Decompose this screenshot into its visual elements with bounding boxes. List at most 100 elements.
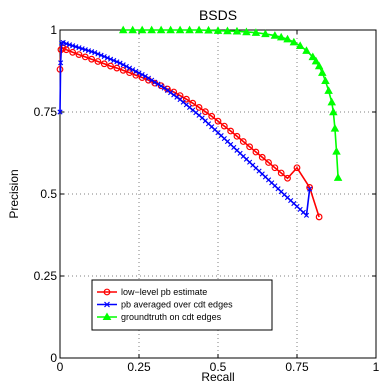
data-point [107, 56, 114, 62]
data-point [107, 62, 114, 70]
data-point [175, 25, 185, 34]
data-point [232, 26, 242, 35]
data-point [117, 60, 123, 66]
data-point [100, 60, 108, 68]
y-tick-label: 0 [50, 351, 57, 365]
data-point [81, 53, 89, 61]
data-point [58, 60, 64, 66]
data-point [271, 164, 279, 172]
data-point [69, 48, 77, 56]
x-axis-label: Recall [201, 370, 234, 383]
y-axis-label: Precision [7, 169, 21, 218]
data-point [195, 104, 203, 111]
data-point [213, 26, 223, 34]
data-point [126, 65, 133, 71]
data-point [136, 70, 142, 76]
data-point [208, 112, 216, 120]
data-series [56, 25, 343, 221]
data-point [123, 63, 129, 69]
y-tick-label: 0.5 [40, 187, 57, 201]
data-point [132, 71, 140, 79]
data-point [242, 27, 251, 36]
series-0 [56, 44, 323, 221]
data-point [276, 32, 286, 41]
data-point [62, 46, 70, 54]
data-point [157, 82, 165, 90]
data-point [289, 37, 299, 46]
data-point [201, 108, 209, 116]
data-point [251, 28, 261, 36]
grid [60, 30, 376, 358]
data-point [204, 25, 213, 34]
data-point [194, 25, 204, 34]
data-point [147, 25, 156, 34]
data-point [214, 117, 222, 125]
legend-marker-x [104, 301, 110, 308]
data-point [258, 153, 266, 161]
data-point [189, 99, 197, 107]
data-point [303, 212, 310, 218]
data-point [233, 132, 241, 140]
data-point [333, 173, 343, 181]
legend-label-1: pb averaged over cdt edges [121, 300, 233, 310]
data-point [166, 25, 175, 34]
data-point [133, 68, 139, 74]
y-tick-label: 0.75 [34, 105, 58, 119]
data-point [161, 85, 167, 91]
axis-ticks: 0 0.25 0.5 0.75 1 0 0.25 0.5 0.75 1 [34, 23, 380, 374]
data-point [176, 92, 184, 99]
data-point [327, 97, 337, 106]
x-tick-label: 1 [373, 360, 380, 374]
data-point [75, 51, 83, 58]
data-point [318, 68, 327, 76]
data-point [293, 164, 301, 172]
data-point [111, 57, 117, 64]
data-point [265, 159, 272, 166]
data-point [284, 174, 291, 182]
data-point [126, 69, 133, 77]
series-line [59, 47, 320, 218]
data-point [270, 31, 280, 39]
data-point [57, 109, 63, 115]
data-point [158, 83, 164, 89]
data-point [164, 87, 171, 93]
data-point [114, 59, 120, 65]
data-point [98, 52, 104, 58]
legend-marker-triangle [102, 312, 112, 320]
data-point [174, 94, 180, 100]
data-point [95, 51, 101, 57]
data-point [246, 143, 254, 151]
data-point [330, 123, 340, 132]
data-point [156, 25, 166, 34]
data-point [101, 53, 107, 60]
y-tick-label: 0.25 [34, 269, 58, 283]
data-point [302, 46, 311, 54]
data-point [152, 79, 158, 85]
data-point [277, 169, 285, 177]
legend-label-2: groundtruth on cdt edges [121, 312, 222, 322]
chart-title: BSDS [199, 7, 237, 23]
x-tick-label: 0.25 [127, 360, 151, 374]
data-point [113, 64, 121, 72]
data-point [261, 29, 270, 38]
legend-entry-low-level: low−level pb estimate [97, 287, 207, 297]
data-point [142, 73, 148, 79]
data-point [145, 75, 152, 81]
data-point [315, 213, 323, 221]
data-point [137, 25, 147, 34]
series-2 [118, 25, 343, 181]
legend-marker-circle [103, 288, 111, 296]
data-point [104, 55, 110, 61]
data-point [168, 90, 174, 96]
data-point [139, 72, 145, 78]
data-point [185, 25, 194, 34]
data-point [130, 67, 136, 73]
x-tick-label: 0.5 [210, 360, 227, 374]
data-point [88, 55, 95, 63]
legend-entry-pb-averaged: pb averaged over cdt edges [97, 300, 233, 310]
series-1 [57, 39, 313, 218]
data-point [223, 26, 232, 35]
legend-box [91, 279, 273, 331]
x-tick-label: 0.75 [285, 360, 309, 374]
data-point [220, 122, 228, 130]
